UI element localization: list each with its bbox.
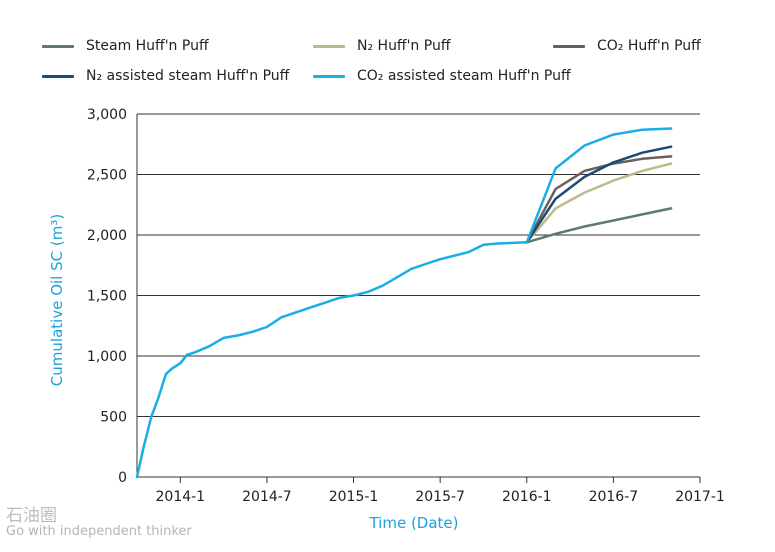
- y-axis-ticks: 0 500 1,000 1,500 2,000 2,500 3,000: [87, 107, 127, 486]
- x-tick-label: 2016-1: [502, 489, 552, 505]
- series-line-steam: [525, 207, 673, 244]
- series-line-co2-assisted: [525, 127, 673, 244]
- y-axis-label: Cumulative Oil SC (m³): [48, 214, 66, 386]
- legend-swatch-co2: [553, 44, 585, 48]
- x-axis-ticks: 2014-1 2014-7 2015-1 2015-7 2016-1 2016-7 2017…: [156, 477, 725, 505]
- legend-label: Steam Huff'n Puff: [86, 38, 209, 54]
- legend-swatch-n2-assisted: [42, 74, 74, 78]
- legend-item-n2-assisted: N₂ assisted steam Huff'n Puff: [42, 68, 289, 84]
- x-tick-label: 2016-7: [589, 489, 639, 505]
- legend-swatch-co2-assisted: [313, 74, 345, 78]
- y-tick-label: 3,000: [87, 107, 127, 123]
- y-tick-label: 0: [118, 470, 127, 486]
- series-line-n2-assisted: [525, 145, 673, 244]
- series-lines: [135, 127, 673, 479]
- x-tick-label: 2017-1: [675, 489, 725, 505]
- series-line-history: [135, 241, 529, 479]
- legend-swatch-n2: [313, 44, 345, 48]
- gridlines: [136, 113, 700, 478]
- legend-label: CO₂ Huff'n Puff: [597, 38, 701, 54]
- legend-label: N₂ Huff'n Puff: [357, 38, 451, 54]
- legend-swatch-steam: [42, 44, 74, 48]
- watermark-logo: 石油圈: [6, 506, 57, 526]
- watermark-tagline: Go with independent thinker: [6, 524, 192, 539]
- x-axis-label: Time (Date): [368, 514, 458, 532]
- series-line-n2: [525, 162, 673, 244]
- y-tick-label: 2,000: [87, 228, 127, 244]
- watermark: 石油圈 Go with independent thinker: [6, 508, 192, 540]
- y-tick-label: 500: [100, 410, 127, 426]
- legend-item-co2: CO₂ Huff'n Puff: [553, 38, 701, 54]
- x-tick-label: 2014-1: [156, 489, 206, 505]
- x-tick-label: 2015-1: [329, 489, 379, 505]
- y-tick-label: 2,500: [87, 168, 127, 184]
- legend-label: CO₂ assisted steam Huff'n Puff: [357, 68, 571, 84]
- legend-label: N₂ assisted steam Huff'n Puff: [86, 68, 290, 84]
- y-tick-label: 1,000: [87, 349, 127, 365]
- legend: Steam Huff'n Puff N₂ Huff'n Puff CO₂ Huf…: [0, 0, 775, 100]
- legend-item-n2: N₂ Huff'n Puff: [313, 38, 450, 54]
- legend-item-co2-assisted: CO₂ assisted steam Huff'n Puff: [313, 68, 571, 84]
- x-tick-label: 2014-7: [242, 489, 292, 505]
- series-line-co2: [525, 155, 673, 244]
- legend-item-steam: Steam Huff'n Puff: [42, 38, 209, 54]
- x-tick-label: 2015-7: [415, 489, 465, 505]
- y-tick-label: 1,500: [87, 289, 127, 305]
